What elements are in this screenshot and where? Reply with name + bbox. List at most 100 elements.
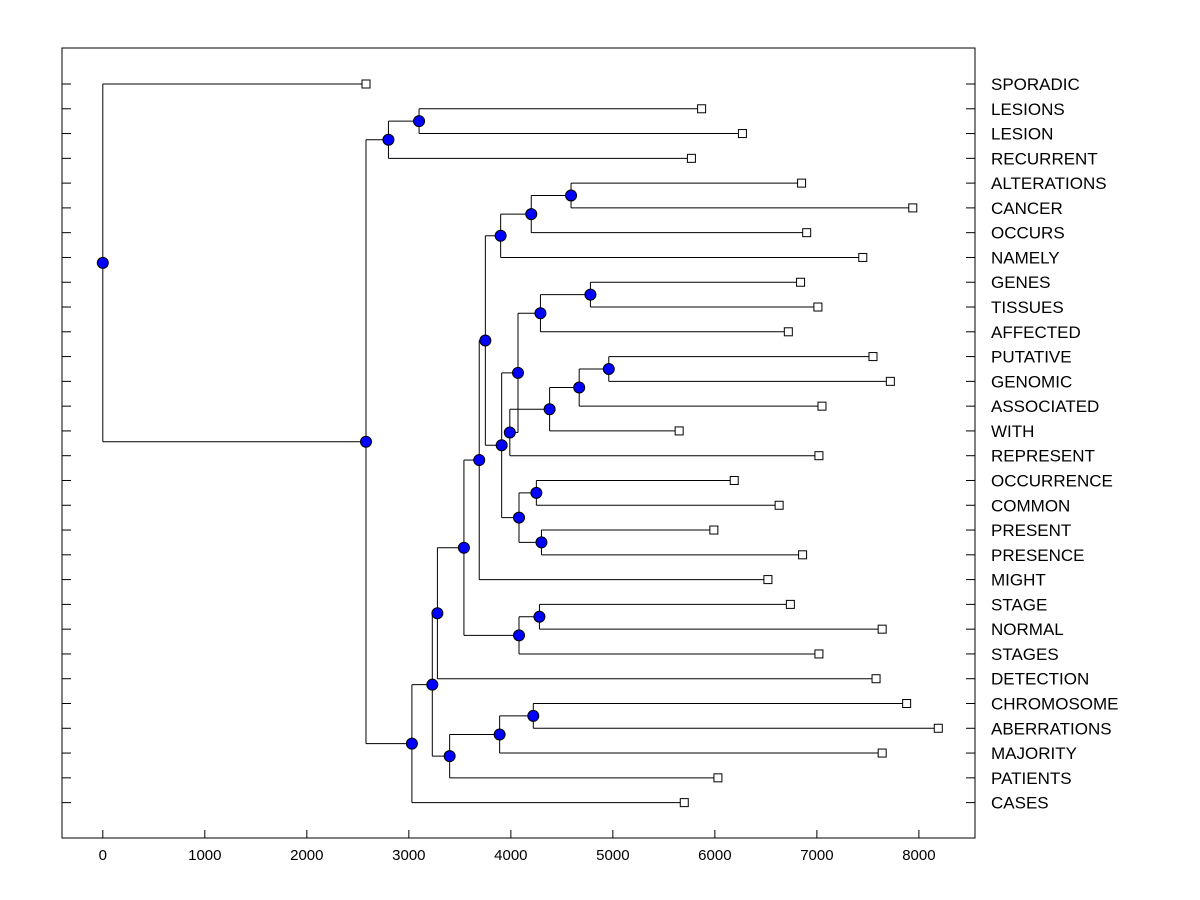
leaf-marker (713, 773, 723, 783)
leaf-label: TISSUES (991, 298, 1064, 317)
leaf-label: NORMAL (991, 620, 1064, 639)
merge-node (530, 486, 543, 499)
leaf-label: OCCURS (991, 224, 1065, 243)
leaf-marker (674, 426, 684, 436)
leaf-label: ABERRATIONS (991, 719, 1112, 738)
leaf-label: CANCER (991, 199, 1063, 218)
merge-node (527, 709, 540, 722)
leaf-label: LESIONS (991, 100, 1065, 119)
leaf-label: PATIENTS (991, 769, 1072, 788)
x-tick-label: 8000 (902, 847, 935, 864)
plot-frame (61, 47, 976, 839)
leaf-marker (858, 252, 868, 262)
leaf-label: LESION (991, 125, 1053, 144)
leaf-label: ALTERATIONS (991, 174, 1107, 193)
leaf-marker (908, 203, 918, 213)
leaf-marker (877, 748, 887, 758)
merge-node (413, 115, 426, 128)
leaf-labels: SPORADIC LESIONS LESION RECURRENT ALTERATION… (991, 75, 1119, 813)
x-tick-label: 3000 (392, 847, 425, 864)
merge-node (573, 381, 586, 394)
leaf-label: WITH (991, 422, 1034, 441)
merge-node (584, 288, 597, 301)
merge-node (495, 439, 508, 452)
merge-node (359, 435, 372, 448)
leaf-marker (871, 674, 881, 684)
x-tick-label: 4000 (494, 847, 527, 864)
leaf-label: OCCURRENCE (991, 471, 1113, 490)
merge-nodes (96, 115, 615, 763)
leaf-marker (868, 352, 878, 362)
merge-node (426, 678, 439, 691)
leaf-label: PUTATIVE (991, 348, 1072, 367)
leaf-label: RECURRENT (991, 149, 1098, 168)
leaf-label: COMMON (991, 496, 1070, 515)
merge-node (513, 511, 526, 524)
merge-node (503, 426, 516, 439)
merge-node (457, 541, 470, 554)
leaf-marker (737, 129, 747, 139)
merge-node (493, 728, 506, 741)
leaf-marker (709, 525, 719, 535)
leaf-marker (798, 550, 808, 560)
merge-node (494, 229, 507, 242)
leaf-label: MAJORITY (991, 744, 1077, 763)
merge-node (602, 362, 615, 375)
leaf-label: GENOMIC (991, 372, 1072, 391)
x-tick-label: 6000 (698, 847, 731, 864)
x-tick-label: 7000 (800, 847, 833, 864)
leaf-marker (814, 649, 824, 659)
merge-node (525, 208, 538, 221)
leaf-label: AFFECTED (991, 323, 1081, 342)
merge-node (96, 256, 109, 269)
leaf-marker (783, 327, 793, 337)
leaf-label: CHROMOSOME (991, 695, 1119, 714)
x-tick-label: 5000 (596, 847, 629, 864)
merge-node (473, 454, 486, 467)
leaf-label: PRESENT (991, 521, 1071, 540)
leaf-marker (697, 104, 707, 114)
merge-node (535, 536, 548, 549)
merge-node (443, 750, 456, 763)
leaf-marker (729, 475, 739, 485)
leaf-label: MIGHT (991, 571, 1046, 590)
leaf-marker (933, 723, 943, 733)
merge-node (543, 403, 556, 416)
leaf-marker (802, 228, 812, 238)
leaf-label: STAGE (991, 595, 1047, 614)
leaf-marker (785, 599, 795, 609)
leaf-label: GENES (991, 273, 1051, 292)
leaf-label: DETECTION (991, 670, 1089, 689)
x-axis: 0 1000 2000 3000 4000 5000 6000 7000 8000 (99, 830, 936, 864)
merge-node (513, 629, 526, 642)
merge-node (382, 133, 395, 146)
leaf-marker (902, 699, 912, 708)
leaf-marker (763, 575, 773, 585)
x-tick-label: 2000 (290, 847, 323, 864)
y-tick-marks (62, 83, 975, 804)
leaf-label: NAMELY (991, 248, 1060, 267)
leaf-label: ASSOCIATED (991, 397, 1099, 416)
leaf-marker (361, 79, 371, 89)
x-tick-label: 0 (99, 847, 107, 864)
leaf-marker (797, 178, 807, 188)
leaf-marker (877, 624, 887, 634)
leaf-label: CASES (991, 794, 1049, 813)
leaf-label: PRESENCE (991, 546, 1085, 565)
merge-node (565, 189, 578, 202)
leaf-marker (774, 500, 784, 510)
x-tick-label: 1000 (188, 847, 221, 864)
leaf-marker (796, 277, 806, 287)
merge-node (479, 334, 492, 347)
leaf-label: SPORADIC (991, 75, 1080, 94)
merge-node (405, 737, 418, 750)
leaf-marker (813, 302, 823, 312)
leaf-marker (817, 401, 827, 411)
merge-node (511, 366, 524, 379)
merge-node (431, 607, 444, 620)
merge-node (534, 307, 547, 320)
leaf-label: STAGES (991, 645, 1059, 664)
dendrogram-links (102, 83, 939, 804)
leaf-marker (814, 451, 824, 461)
